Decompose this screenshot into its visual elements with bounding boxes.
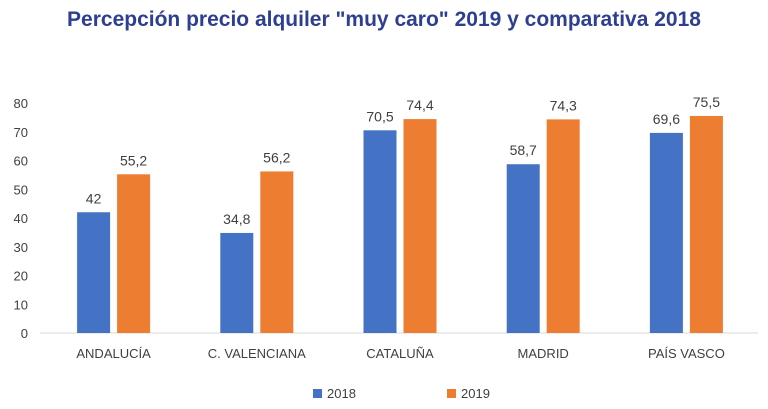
data-label: 58,7 bbox=[510, 142, 537, 158]
data-label: 74,3 bbox=[550, 97, 577, 113]
bars bbox=[77, 115, 723, 333]
legend: 2018 2019 bbox=[313, 386, 490, 401]
bar-2019 bbox=[260, 171, 294, 333]
bar-2018 bbox=[506, 164, 540, 333]
y-tick-label: 30 bbox=[14, 240, 28, 255]
bar-2018 bbox=[363, 130, 397, 333]
y-tick-label: 80 bbox=[14, 96, 28, 111]
bar-2018 bbox=[220, 232, 254, 333]
category-label: ANDALUCÍA bbox=[76, 346, 151, 361]
data-label: 34,8 bbox=[223, 211, 250, 227]
data-label: 42 bbox=[86, 190, 102, 206]
bar-2018 bbox=[77, 212, 111, 333]
y-tick-label: 10 bbox=[14, 297, 28, 312]
chart-title: Percepción precio alquiler "muy caro" 20… bbox=[67, 8, 701, 31]
y-tick-label: 60 bbox=[14, 154, 28, 169]
legend-label: 2018 bbox=[327, 386, 356, 401]
bar-2019 bbox=[546, 119, 580, 333]
bar-2019 bbox=[403, 119, 437, 333]
data-label: 69,6 bbox=[653, 111, 680, 127]
y-tick-label: 70 bbox=[14, 125, 28, 140]
y-tick-label: 20 bbox=[14, 269, 28, 284]
category-label: CATALUÑA bbox=[366, 346, 434, 361]
legend-swatch bbox=[313, 389, 322, 398]
bar-2019 bbox=[117, 174, 151, 333]
category-label: MADRID bbox=[518, 346, 569, 361]
data-label: 74,4 bbox=[406, 97, 433, 113]
y-axis: 0 10 20 30 40 50 60 70 80 bbox=[14, 96, 28, 341]
category-label: C. VALENCIANA bbox=[208, 346, 306, 361]
category-label: PAÍS VASCO bbox=[648, 346, 725, 361]
data-label: 56,2 bbox=[263, 149, 290, 165]
y-tick-label: 40 bbox=[14, 211, 28, 226]
data-label: 75,5 bbox=[693, 94, 720, 110]
data-labels: 42 55,2 34,8 56,2 70,5 74,4 58,7 74,3 69,6 75,5 bbox=[86, 94, 720, 227]
data-label: 70,5 bbox=[366, 108, 393, 124]
legend-label: 2019 bbox=[461, 386, 490, 401]
bar-2018 bbox=[649, 132, 683, 333]
y-tick-label: 0 bbox=[21, 326, 28, 341]
data-label: 55,2 bbox=[120, 152, 147, 168]
x-axis: ANDALUCÍA C. VALENCIANA CATALUÑA MADRID PAÍS… bbox=[76, 346, 724, 361]
legend-swatch bbox=[447, 389, 456, 398]
bar-2019 bbox=[689, 115, 723, 333]
y-tick-label: 50 bbox=[14, 182, 28, 197]
